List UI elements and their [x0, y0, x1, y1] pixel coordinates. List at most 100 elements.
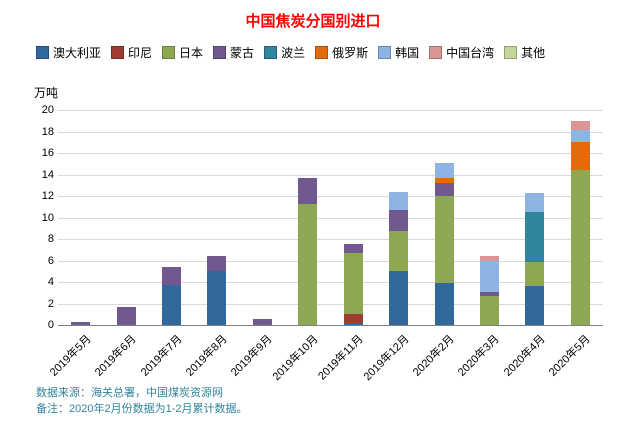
plot-area: 0 2 4 6 8 10 12 14 16 18 20 2019年5月 2019年6月 2019年7月 20…	[42, 104, 603, 383]
legend-item-澳大利亚: 澳大利亚	[36, 44, 101, 61]
bar-segment-日本	[389, 231, 409, 272]
chart-title: 中国焦炭分国别进口	[245, 13, 381, 30]
y-axis-unit-label: 万吨	[34, 86, 59, 100]
bar-segment-蒙古	[116, 306, 136, 325]
bar-segment-俄罗斯	[434, 177, 454, 184]
bar-segment-日本	[298, 203, 318, 325]
bar-segment-中国台湾	[570, 120, 590, 131]
bar-segment-澳大利亚	[389, 271, 409, 325]
stacked-bar-2020年3月	[479, 256, 499, 325]
bar-segment-澳大利亚	[162, 285, 182, 325]
legend-label: 其他	[521, 46, 546, 60]
legend-item-其他: 其他	[504, 44, 545, 61]
stacked-bar-2019年10月	[298, 177, 318, 325]
legend-label: 中国台湾	[446, 46, 495, 60]
y-axis-tick-label: 14	[41, 168, 54, 181]
legend-swatch-icon	[36, 46, 49, 59]
bar-segment-印尼	[343, 314, 363, 323]
legend-label: 波兰	[281, 46, 306, 60]
legend-label: 蒙古	[230, 46, 255, 60]
legend-swatch-icon	[111, 46, 125, 59]
gridline	[58, 196, 603, 197]
bar-segment-日本	[570, 170, 590, 325]
bar-segment-蒙古	[298, 177, 318, 204]
legend-item-韩国: 韩国	[378, 44, 419, 61]
legend-item-中国台湾: 中国台湾	[429, 44, 494, 61]
y-axis-tick-label: 10	[41, 211, 54, 224]
y-axis-tick-label: 8	[47, 233, 54, 245]
legend-label: 韩国	[395, 46, 420, 60]
bar-segment-蒙古	[343, 244, 363, 253]
y-axis-tick-label: 12	[41, 190, 54, 202]
bar-segment-日本	[434, 196, 454, 284]
bar-segment-蒙古	[207, 256, 227, 272]
gridline	[58, 217, 603, 219]
gridline	[58, 110, 603, 111]
stacked-bar-2019年9月	[252, 318, 272, 325]
legend-label: 日本	[179, 46, 204, 60]
legend-item-蒙古: 蒙古	[213, 44, 254, 61]
legend-label: 印尼	[128, 46, 153, 60]
bar-segment-俄罗斯	[570, 142, 590, 171]
bar-segment-蒙古	[71, 321, 91, 325]
stacked-bar-2019年7月	[162, 266, 182, 325]
gridline	[58, 260, 603, 262]
bar-segment-蒙古	[434, 183, 454, 197]
bar-segment-中国台湾	[479, 256, 499, 261]
stacked-bar-2019年8月	[207, 256, 227, 325]
data-remark-note: 备注：2020年2月份数据为1-2月累计数据。	[36, 403, 248, 415]
legend-item-印尼: 印尼	[111, 44, 152, 61]
y-axis-tick-label: 0	[47, 319, 54, 331]
legend-swatch-icon	[213, 46, 227, 59]
gridline	[58, 303, 603, 305]
chart-footnotes: 数据来源：海关总署，中国煤炭资源网 备注：2020年2月份数据为1-2月累计数据…	[36, 385, 248, 417]
bar-segment-韩国	[389, 191, 409, 210]
y-axis-tick-label: 6	[47, 254, 54, 267]
stacked-bar-2019年12月	[389, 191, 409, 325]
bar-segment-韩国	[434, 162, 454, 178]
bar-segment-日本	[525, 261, 545, 287]
legend-swatch-icon	[315, 46, 329, 59]
bar-segment-韩国	[525, 192, 545, 213]
gridline	[58, 282, 603, 283]
y-axis-tick-label: 18	[41, 125, 54, 138]
bar-segment-日本	[343, 253, 363, 315]
y-axis-tick-label: 4	[47, 276, 54, 288]
bar-segment-蒙古	[252, 318, 272, 325]
y-axis-tick-label: 16	[41, 147, 54, 159]
stacked-bar-2020年4月	[525, 192, 545, 325]
gridline	[58, 174, 603, 176]
stacked-bar-2019年5月	[71, 321, 91, 325]
bar-segment-蒙古	[162, 266, 182, 286]
bar-segment-韩国	[479, 260, 499, 292]
legend-label: 俄罗斯	[332, 46, 369, 60]
legend-swatch-icon	[264, 46, 278, 59]
legend-label: 澳大利亚	[53, 46, 102, 60]
bar-segment-韩国	[570, 130, 590, 143]
bar-segment-澳大利亚	[525, 286, 545, 325]
bar-segment-澳大利亚	[207, 271, 227, 325]
legend-swatch-icon	[504, 46, 518, 59]
stacked-bar-2020年5月	[570, 120, 590, 325]
stacked-bar-2019年6月	[116, 306, 136, 325]
gridline	[58, 131, 603, 133]
bar-segment-澳大利亚	[343, 322, 363, 325]
legend-swatch-icon	[162, 46, 176, 59]
stacked-bar-2019年11月	[343, 244, 363, 325]
legend-item-波兰: 波兰	[264, 44, 305, 61]
gridline	[58, 153, 603, 154]
stacked-bar-2020年2月	[434, 162, 454, 325]
data-source-note: 数据来源：海关总署，中国煤炭资源网	[36, 387, 223, 399]
y-axis-tick-label: 2	[47, 297, 54, 310]
legend-item-日本: 日本	[162, 44, 203, 61]
legend-item-俄罗斯: 俄罗斯	[315, 44, 368, 61]
bar-segment-蒙古	[389, 209, 409, 232]
legend-swatch-icon	[429, 46, 443, 59]
bar-segment-蒙古	[479, 291, 499, 296]
y-axis-tick-label: 20	[41, 104, 54, 116]
bar-segment-波兰	[525, 212, 545, 262]
legend-swatch-icon	[378, 46, 392, 59]
bar-segment-日本	[479, 295, 499, 325]
chart-legend: 澳大利亚 印尼 日本 蒙古 波兰 俄罗斯 韩国 中国台湾 其他	[36, 44, 616, 61]
gridline	[58, 239, 603, 240]
